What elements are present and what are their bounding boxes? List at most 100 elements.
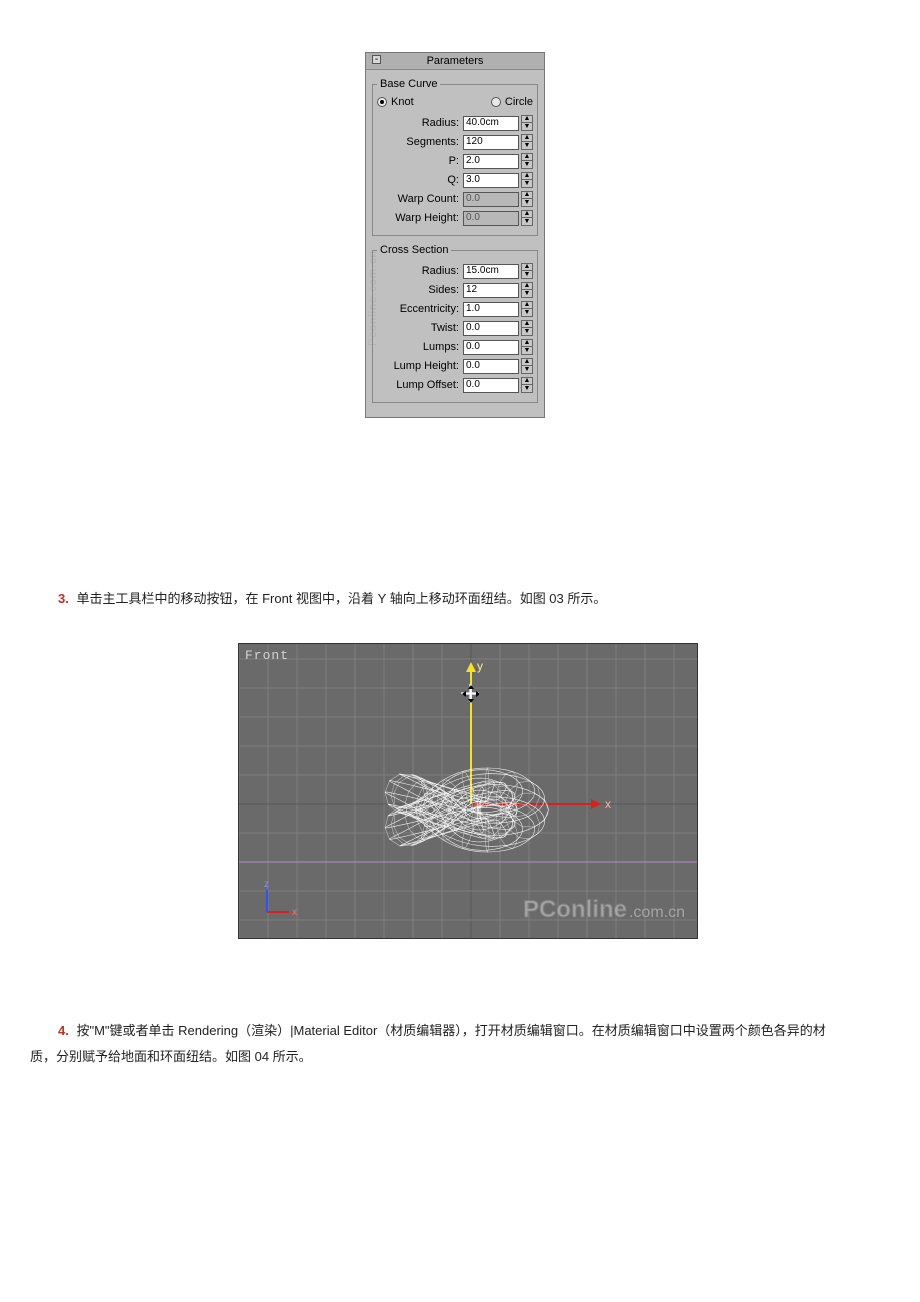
base-curve-param-label: Radius:	[377, 117, 463, 129]
cross-section-param-label: Lump Offset:	[377, 379, 463, 391]
base-curve-param-label: Warp Height:	[377, 212, 463, 224]
spinner-up-icon[interactable]: ▲	[521, 301, 533, 309]
spinner-up-icon[interactable]: ▲	[521, 153, 533, 161]
cross-section-param-spinner[interactable]: ▲▼	[521, 301, 533, 317]
cross-section-param-input[interactable]: 1.0	[463, 302, 519, 317]
collapse-icon[interactable]: -	[372, 55, 381, 64]
group-cross-section: Cross Section Radius:15.0cm▲▼Sides:12▲▼E…	[372, 244, 538, 403]
cross-section-param-row: Lump Height:0.0▲▼	[377, 358, 533, 374]
radio-circle-label: Circle	[505, 96, 533, 108]
spinner-down-icon[interactable]: ▼	[521, 199, 533, 207]
base-curve-param-input[interactable]: 2.0	[463, 154, 519, 169]
spinner-up-icon[interactable]: ▲	[521, 320, 533, 328]
base-curve-param-input: 0.0	[463, 211, 519, 226]
spinner-up-icon[interactable]: ▲	[521, 134, 533, 142]
spinner-down-icon[interactable]: ▼	[521, 328, 533, 336]
cross-section-param-spinner[interactable]: ▲▼	[521, 320, 533, 336]
spinner-up-icon[interactable]: ▲	[521, 339, 533, 347]
base-curve-param-row: Warp Height:0.0▲▼	[377, 210, 533, 226]
gizmo-x-arrow[interactable]	[591, 799, 601, 809]
gizmo-y-arrow[interactable]	[466, 662, 476, 672]
cross-section-param-row: Eccentricity:1.0▲▼	[377, 301, 533, 317]
cross-section-param-label: Twist:	[377, 322, 463, 334]
step4-text-a: 按"M"键或者单击 Rendering（渲染）|Material Editor（…	[76, 1023, 825, 1038]
parameters-panel: - Parameters Base Curve Knot Circle Radi…	[365, 52, 545, 418]
base-curve-param-spinner: ▲▼	[521, 210, 533, 226]
viewport-canvas: x y xz	[239, 644, 698, 939]
base-curve-param-spinner[interactable]: ▲▼	[521, 134, 533, 150]
cross-section-param-spinner[interactable]: ▲▼	[521, 282, 533, 298]
spinner-down-icon[interactable]: ▼	[521, 309, 533, 317]
spinner-down-icon[interactable]: ▼	[521, 161, 533, 169]
base-curve-param-spinner[interactable]: ▲▼	[521, 115, 533, 131]
spinner-up-icon[interactable]: ▲	[521, 282, 533, 290]
base-curve-param-row: Segments:120▲▼	[377, 134, 533, 150]
panel-title-text: Parameters	[427, 55, 484, 67]
cross-section-param-row: Lump Offset:0.0▲▼	[377, 377, 533, 393]
spinner-down-icon[interactable]: ▼	[521, 347, 533, 355]
step4-text-b: 质，分别赋予给地面和环面纽结。如图 04 所示。	[30, 1044, 878, 1070]
cross-section-param-spinner[interactable]: ▲▼	[521, 358, 533, 374]
svg-text:x: x	[292, 907, 297, 918]
base-curve-param-label: P:	[377, 155, 463, 167]
move-gizmo[interactable]: x y	[466, 659, 611, 811]
base-curve-param-label: Q:	[377, 174, 463, 186]
base-curve-param-spinner[interactable]: ▲▼	[521, 153, 533, 169]
spinner-up-icon[interactable]: ▲	[521, 263, 533, 271]
spinner-up-icon[interactable]: ▲	[521, 191, 533, 199]
world-axes-icon: xz	[264, 879, 297, 918]
spinner-down-icon[interactable]: ▼	[521, 180, 533, 188]
spinner-down-icon[interactable]: ▼	[521, 385, 533, 393]
step-3: 3. 单击主工具栏中的移动按钮，在 Front 视图中，沿着 Y 轴向上移动环面…	[58, 586, 878, 612]
cross-section-param-spinner[interactable]: ▲▼	[521, 263, 533, 279]
cross-section-param-label: Eccentricity:	[377, 303, 463, 315]
base-curve-param-input[interactable]: 40.0cm	[463, 116, 519, 131]
group-base-curve: Base Curve Knot Circle Radius:40.0cm▲▼Se…	[372, 78, 538, 236]
spinner-up-icon[interactable]: ▲	[521, 377, 533, 385]
radio-knot-label: Knot	[391, 96, 414, 108]
step3-number: 3.	[58, 591, 69, 606]
move-cursor-icon	[461, 684, 480, 703]
cross-section-param-row: Twist:0.0▲▼	[377, 320, 533, 336]
step-4: 4. 按"M"键或者单击 Rendering（渲染）|Material Edit…	[58, 1018, 878, 1070]
spinner-up-icon[interactable]: ▲	[521, 172, 533, 180]
base-curve-param-spinner: ▲▼	[521, 191, 533, 207]
legend-base-curve: Base Curve	[377, 78, 440, 90]
cross-section-param-row: Radius:15.0cm▲▼	[377, 263, 533, 279]
spinner-up-icon[interactable]: ▲	[521, 210, 533, 218]
base-curve-param-input[interactable]: 120	[463, 135, 519, 150]
gizmo-x-label: x	[605, 797, 611, 811]
base-curve-param-input[interactable]: 3.0	[463, 173, 519, 188]
viewport-front: Front x y xz PConline .com.cn	[238, 643, 698, 939]
spinner-down-icon[interactable]: ▼	[521, 123, 533, 131]
cross-section-param-input[interactable]: 12	[463, 283, 519, 298]
cross-section-param-input[interactable]: 0.0	[463, 340, 519, 355]
panel-title-bar: - Parameters	[366, 53, 544, 70]
step4-number: 4.	[58, 1023, 69, 1038]
svg-text:z: z	[264, 879, 269, 890]
cross-section-param-label: Lumps:	[377, 341, 463, 353]
spinner-down-icon[interactable]: ▼	[521, 218, 533, 226]
spinner-down-icon[interactable]: ▼	[521, 271, 533, 279]
cross-section-param-input[interactable]: 0.0	[463, 321, 519, 336]
cross-section-param-input[interactable]: 0.0	[463, 378, 519, 393]
base-curve-param-row: Q:3.0▲▼	[377, 172, 533, 188]
step3-text: 单击主工具栏中的移动按钮，在 Front 视图中，沿着 Y 轴向上移动环面纽结。…	[76, 591, 606, 606]
spinner-down-icon[interactable]: ▼	[521, 290, 533, 298]
spinner-up-icon[interactable]: ▲	[521, 358, 533, 366]
radio-circle[interactable]	[491, 97, 501, 107]
base-curve-param-label: Warp Count:	[377, 193, 463, 205]
cross-section-param-label: Lump Height:	[377, 360, 463, 372]
cross-section-param-input[interactable]: 0.0	[463, 359, 519, 374]
spinner-down-icon[interactable]: ▼	[521, 366, 533, 374]
base-curve-param-spinner[interactable]: ▲▼	[521, 172, 533, 188]
spinner-up-icon[interactable]: ▲	[521, 115, 533, 123]
spinner-down-icon[interactable]: ▼	[521, 142, 533, 150]
cross-section-param-row: Lumps:0.0▲▼	[377, 339, 533, 355]
legend-cross-section: Cross Section	[377, 244, 451, 256]
radio-knot[interactable]	[377, 97, 387, 107]
cross-section-param-spinner[interactable]: ▲▼	[521, 377, 533, 393]
torus-knot-wireframe[interactable]	[385, 768, 548, 852]
cross-section-param-input[interactable]: 15.0cm	[463, 264, 519, 279]
cross-section-param-spinner[interactable]: ▲▼	[521, 339, 533, 355]
